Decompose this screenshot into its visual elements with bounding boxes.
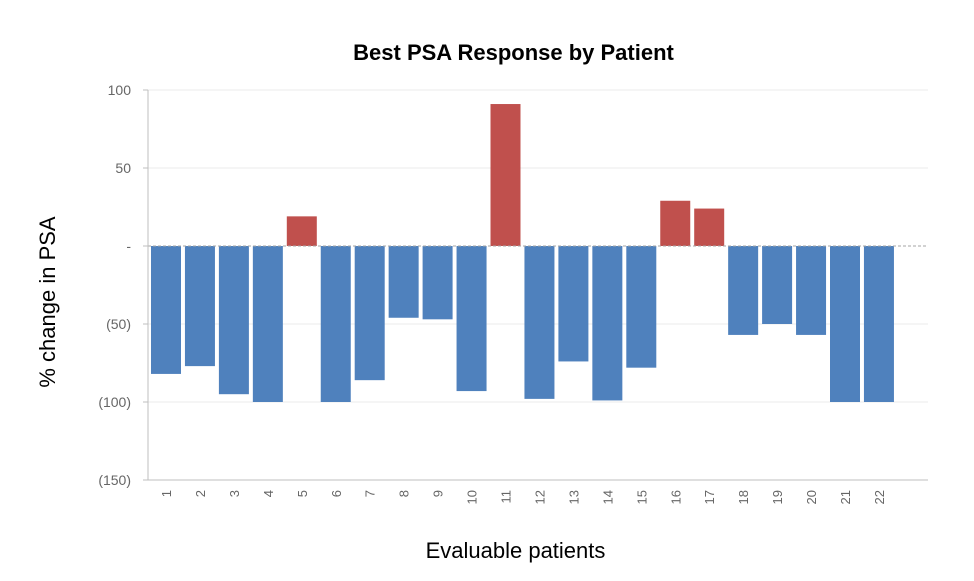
x-tick-label: 9 — [431, 490, 446, 497]
bar-patient-10 — [456, 246, 487, 392]
bar-patient-21 — [830, 246, 860, 402]
bars — [151, 104, 894, 402]
x-tick-label: 7 — [363, 490, 378, 497]
bar-patient-7 — [354, 246, 385, 381]
x-tick-label: 20 — [804, 490, 819, 504]
x-tick-label: 11 — [499, 490, 514, 504]
bar-patient-16 — [660, 200, 691, 246]
y-tick-label: - — [126, 238, 131, 254]
bar-patient-20 — [796, 246, 827, 335]
bar-patient-5 — [286, 216, 317, 246]
y-tick-label: (150) — [98, 472, 131, 488]
bar-patient-13 — [558, 246, 589, 362]
chart-title: Best PSA Response by Patient — [353, 40, 674, 65]
bar-patient-1 — [151, 246, 181, 374]
y-tick-label: (50) — [106, 316, 131, 332]
bar-patient-8 — [388, 246, 419, 318]
x-tick-label: 6 — [329, 490, 344, 497]
x-tick-label: 12 — [532, 490, 547, 504]
bar-patient-19 — [762, 246, 793, 324]
x-tick-label: 8 — [397, 490, 412, 497]
x-tick-label: 14 — [600, 490, 615, 504]
x-tick-label: 15 — [634, 490, 649, 504]
x-tick-label: 1 — [159, 490, 174, 497]
bar-patient-2 — [184, 246, 215, 367]
x-tick-label: 22 — [872, 490, 887, 504]
x-tick-label: 10 — [465, 490, 480, 504]
x-tick-label: 13 — [566, 490, 581, 504]
x-tick-label: 17 — [702, 490, 717, 504]
bar-patient-4 — [252, 246, 283, 402]
x-tick-label: 18 — [736, 490, 751, 504]
y-tick-label: 100 — [108, 82, 132, 98]
x-tick-label: 19 — [770, 490, 785, 504]
x-tick-label: 4 — [261, 490, 276, 497]
bar-patient-3 — [218, 246, 249, 395]
x-axis-label: Evaluable patients — [425, 538, 606, 563]
x-tick-label: 3 — [227, 490, 242, 497]
bar-patient-18 — [728, 246, 759, 335]
axes — [143, 89, 928, 481]
x-tick-label: 16 — [668, 490, 683, 504]
bar-patient-9 — [422, 246, 453, 320]
bar-patient-14 — [592, 246, 623, 401]
y-tick-label: 50 — [115, 160, 131, 176]
x-tick-label: 5 — [295, 490, 310, 497]
bar-patient-12 — [524, 246, 555, 399]
x-tick-label: 21 — [838, 490, 853, 504]
y-tick-label: (100) — [98, 394, 131, 410]
bar-patient-11 — [490, 104, 521, 246]
x-tick-label: 2 — [193, 490, 208, 497]
bar-patient-22 — [863, 246, 894, 402]
bar-patient-17 — [694, 208, 725, 246]
bar-patient-6 — [320, 246, 351, 402]
bar-patient-15 — [626, 246, 657, 368]
